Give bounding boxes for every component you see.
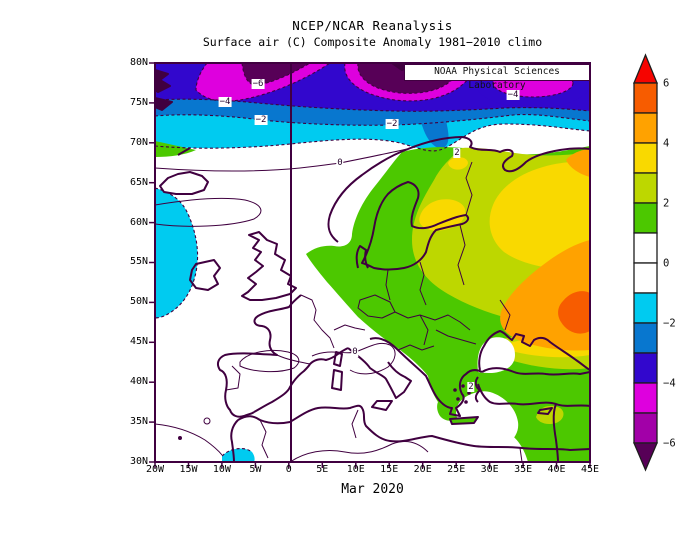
lon-tick-label: 45E <box>580 464 600 475</box>
lat-tick-label: 70N <box>129 137 148 148</box>
region-greenland-warm-wedge <box>155 141 196 157</box>
lat-tick-label: 55N <box>129 256 148 267</box>
colorbar-label: 4 <box>663 138 669 150</box>
lon-tick-label: 10W <box>212 464 231 475</box>
colorbar: 6 4 2 0 −2 −4 −6 <box>633 53 676 472</box>
lat-tick-label: 35N <box>129 416 148 427</box>
lon-tick-label: 20E <box>413 464 432 475</box>
region-atlantic-cool-patch <box>155 188 198 318</box>
lon-tick-label: 0 <box>285 464 292 475</box>
axis-ticks <box>149 62 591 468</box>
lon-tick-label: 5W <box>249 464 262 475</box>
region-orangered-maximum <box>558 291 590 334</box>
colorbar-segment <box>633 232 658 264</box>
lon-tick-label: 30E <box>480 464 499 475</box>
figure-subtitle: Surface air (C) Composite Anomaly 1981−2… <box>202 35 543 49</box>
lat-tick-label: 80N <box>129 57 148 68</box>
contour-label: 2 <box>467 382 475 392</box>
colorbar-label: 6 <box>663 78 669 90</box>
lon-tick-label: 20W <box>145 464 165 475</box>
colorbar-arrow-down <box>633 442 658 472</box>
noaa-credit-box: NOAA Physical Sciences Laboratory <box>404 64 590 91</box>
lon-tick-label: 35E <box>514 464 533 475</box>
figure-title: NCEP/NCAR Reanalysis <box>292 18 453 33</box>
lon-tick-label: 25E <box>447 464 466 475</box>
lat-tick-label: 40N <box>129 376 148 387</box>
country-borders <box>178 161 523 462</box>
region-yellow-whitesea-patch <box>448 157 468 170</box>
lat-tick-label: 75N <box>129 97 148 108</box>
contour-label: −2 <box>385 119 399 129</box>
lat-tick-label: 45N <box>129 336 148 347</box>
region-yellow-finland-patch <box>419 199 466 231</box>
colorbar-segment <box>633 352 658 384</box>
contour-label: −6 <box>251 79 265 89</box>
colorbar-label: 0 <box>663 258 669 270</box>
colorbar-segment <box>633 112 658 144</box>
lat-tick-label: 60N <box>129 217 148 228</box>
colorbar-segment <box>633 412 658 444</box>
region-white-turkey <box>447 391 519 454</box>
colorbar-segment <box>633 262 658 294</box>
colorbar-segment <box>633 322 658 354</box>
region-white-west-blacksea <box>477 337 515 373</box>
colorbar-label: −4 <box>663 378 676 390</box>
colorbar-label: 2 <box>663 198 669 210</box>
contour-label: −2 <box>254 115 268 125</box>
lon-tick-label: 10E <box>346 464 365 475</box>
contour-label: 0 <box>351 347 359 357</box>
region-yellow-northeast <box>489 162 590 270</box>
lon-tick-label: 40E <box>547 464 566 475</box>
colorbar-label: −2 <box>663 318 676 330</box>
lat-tick-label: 65N <box>129 177 148 188</box>
region-morocco-cool-patch <box>222 448 255 462</box>
contour-label: 0 <box>336 158 344 168</box>
colorbar-segment <box>633 382 658 414</box>
region-orange-top-corner <box>566 149 590 177</box>
colorbar-segment <box>633 82 658 114</box>
colorbar-labels: 6 4 2 0 −2 −4 −6 <box>663 78 676 450</box>
contour-label: 2 <box>453 148 461 158</box>
colorbar-segment <box>633 172 658 204</box>
colorbar-label: −6 <box>663 438 676 450</box>
date-label: Mar 2020 <box>341 482 404 497</box>
lat-tick-label: 30N <box>129 456 148 467</box>
lon-tick-label: 15E <box>380 464 399 475</box>
contour-label: −4 <box>218 97 232 107</box>
lon-tick-label: 15W <box>179 464 198 475</box>
colorbar-segment <box>633 202 658 234</box>
region-blue-tongue <box>420 118 449 149</box>
lon-tick-label: 5E <box>316 464 329 475</box>
lat-tick-label: 50N <box>129 296 148 307</box>
colorbar-arrow-up <box>633 53 658 84</box>
colorbar-segment <box>633 292 658 324</box>
contour-label: −4 <box>506 90 520 100</box>
colorbar-segment <box>633 142 658 174</box>
